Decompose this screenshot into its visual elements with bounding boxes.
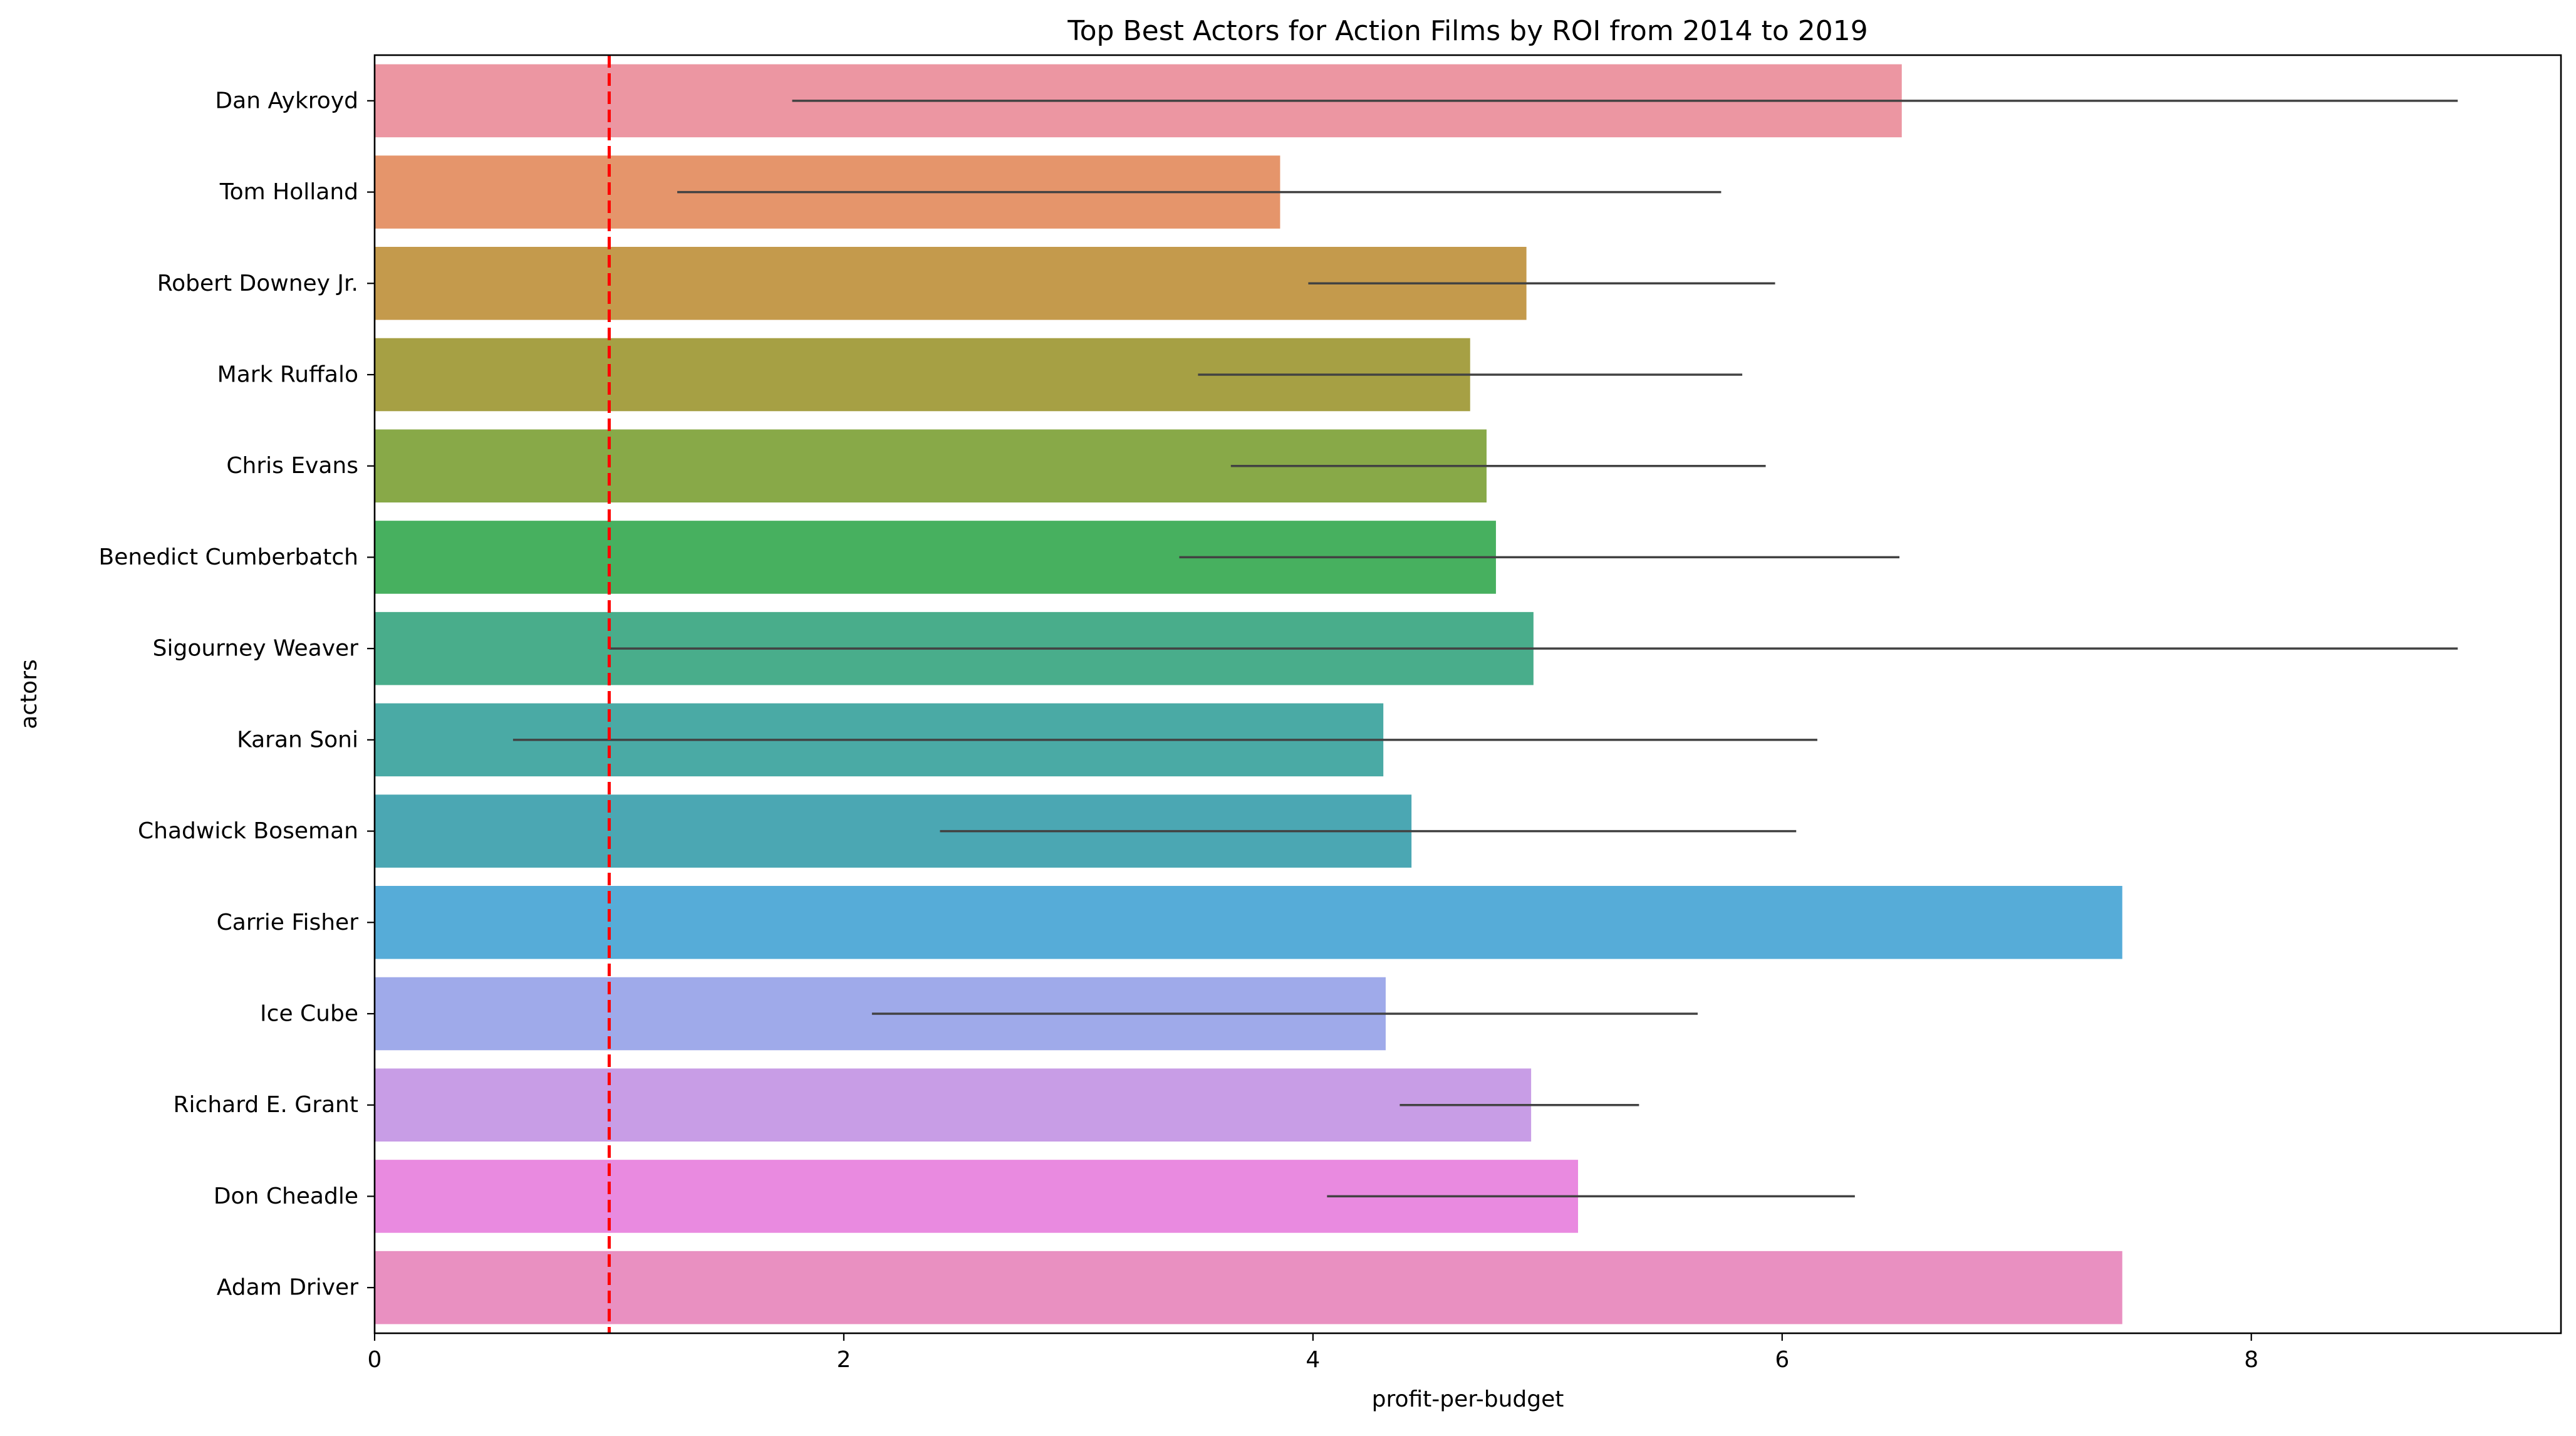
y-tick-label: Ice Cube (260, 1001, 358, 1027)
y-axis-label: actors (16, 659, 42, 729)
x-tick-label: 4 (1306, 1347, 1320, 1373)
bars-layer (375, 64, 2122, 1324)
y-tick-label: Sigourney Weaver (153, 636, 359, 662)
bar (375, 1068, 1532, 1142)
y-tick-label: Robert Downey Jr. (157, 271, 358, 296)
y-tick-label: Karan Soni (237, 727, 358, 752)
y-tick-label: Richard E. Grant (174, 1092, 358, 1118)
plot-frame (373, 54, 2562, 1335)
y-tick-label: Adam Driver (217, 1275, 358, 1301)
error-bars-layer (512, 100, 2458, 1198)
y-tick-label: Don Cheadle (214, 1184, 358, 1209)
y-tick-label: Benedict Cumberbatch (99, 544, 358, 570)
y-tick-label: Dan Aykroyd (215, 88, 358, 113)
y-axis-ticks: Dan Aykroyd Tom Holland Robert Downey Jr. M… (99, 88, 375, 1301)
x-tick-label: 2 (836, 1347, 851, 1373)
x-tick-label: 0 (368, 1347, 382, 1373)
bar (375, 886, 2122, 959)
chart-title: Top Best Actors for Action Films by ROI … (1067, 15, 1868, 47)
y-tick-label: Chris Evans (226, 453, 358, 479)
y-tick-label: Tom Holland (219, 179, 358, 205)
x-tick-label: 8 (2244, 1347, 2258, 1373)
bar (375, 1251, 2122, 1324)
x-axis-label: profit-per-budget (1372, 1387, 1564, 1412)
y-tick-label: Chadwick Boseman (138, 818, 358, 844)
y-tick-label: Mark Ruffalo (217, 362, 358, 388)
y-tick-label: Carrie Fisher (217, 910, 359, 935)
x-tick-label: 6 (1775, 1347, 1789, 1373)
x-axis-ticks: 0 2 4 6 8 (368, 1333, 2258, 1373)
